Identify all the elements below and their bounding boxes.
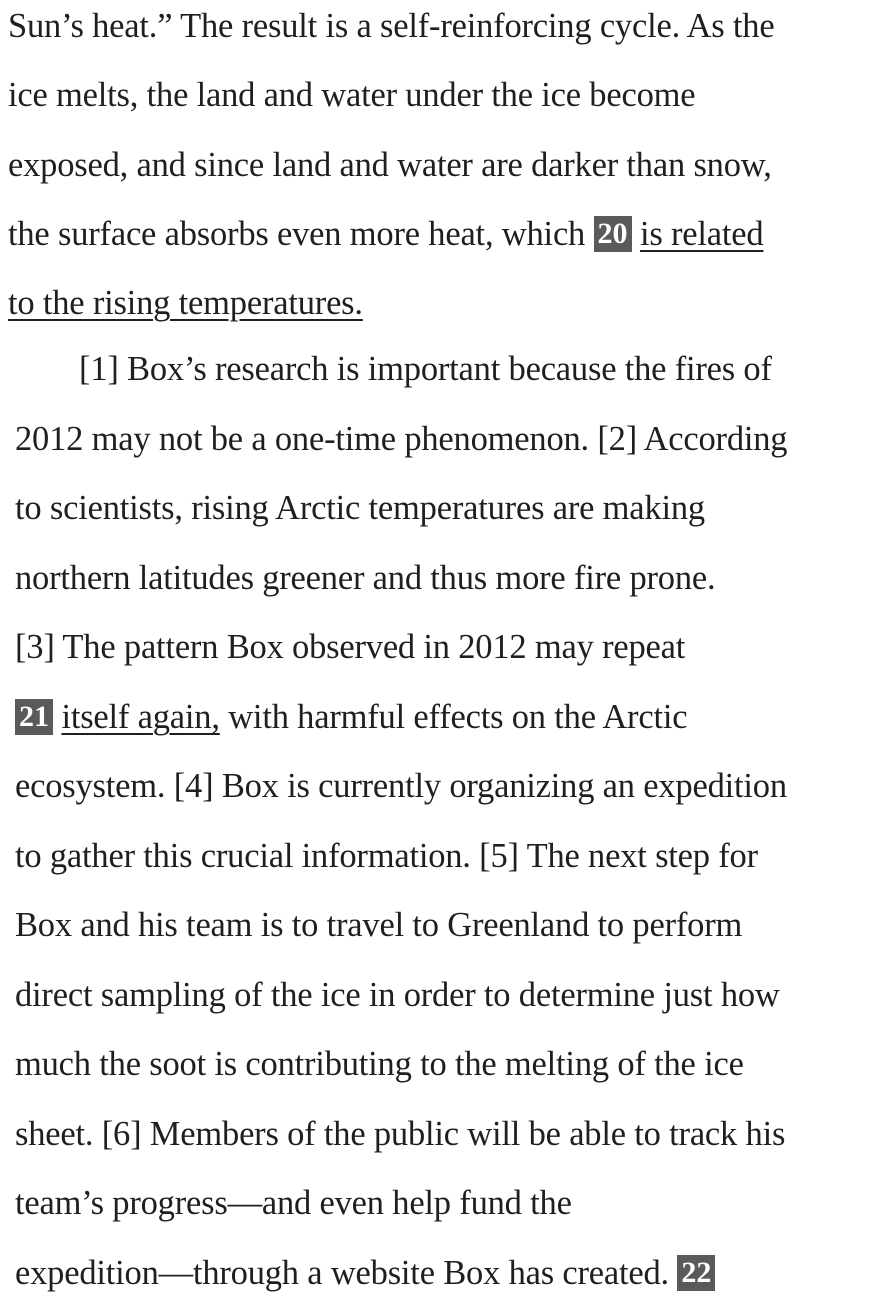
underlined-portion-20[interactable]: is related bbox=[639, 215, 764, 253]
passage-line: to scientists, rising Arctic temperature… bbox=[15, 489, 705, 527]
passage-line: direct sampling of the ice in order to d… bbox=[15, 976, 780, 1014]
underlined-portion-21[interactable]: itself again, bbox=[61, 698, 220, 736]
passage-line: 21 itself again, with harmful effects on… bbox=[15, 695, 688, 739]
passage-line: to the rising temperatures. bbox=[8, 281, 363, 325]
passage-line: 2012 may not be a one-time phenomenon. [… bbox=[15, 420, 788, 458]
passage-line: Box and his team is to travel to Greenla… bbox=[15, 906, 743, 944]
question-number-badge-21[interactable]: 21 bbox=[15, 699, 53, 735]
passage-line: [1] Box’s research is important because … bbox=[79, 350, 772, 388]
question-number-badge-20[interactable]: 20 bbox=[593, 216, 632, 252]
passage-line: exposed, and since land and water are da… bbox=[8, 146, 772, 184]
passage-text: expedition—through a website Box has cre… bbox=[15, 1254, 678, 1292]
passage-line: much the soot is contributing to the mel… bbox=[15, 1045, 744, 1083]
passage-line: expedition—through a website Box has cre… bbox=[15, 1251, 716, 1295]
passage-line: Sun’s heat.” The result is a self-reinfo… bbox=[8, 7, 775, 45]
passage-line: team’s progress—and even help fund the bbox=[15, 1184, 572, 1222]
passage-line: [3] The pattern Box observed in 2012 may… bbox=[15, 628, 686, 666]
underlined-portion-20-continued[interactable]: to the rising temperatures. bbox=[8, 284, 363, 322]
passage-line: sheet. [6] Members of the public will be… bbox=[15, 1115, 786, 1153]
passage-line: ice melts, the land and water under the … bbox=[8, 76, 696, 114]
passage-text: the surface absorbs even more heat, whic… bbox=[8, 215, 594, 253]
passage-line: ecosystem. [4] Box is currently organizi… bbox=[15, 767, 787, 805]
passage-text: with harmful effects on the Arctic bbox=[219, 698, 688, 736]
question-number-badge-22[interactable]: 22 bbox=[677, 1255, 716, 1291]
passage-line: the surface absorbs even more heat, whic… bbox=[8, 212, 764, 256]
passage-line: northern latitudes greener and thus more… bbox=[15, 559, 716, 597]
passage-line: to gather this crucial information. [5] … bbox=[15, 837, 758, 875]
